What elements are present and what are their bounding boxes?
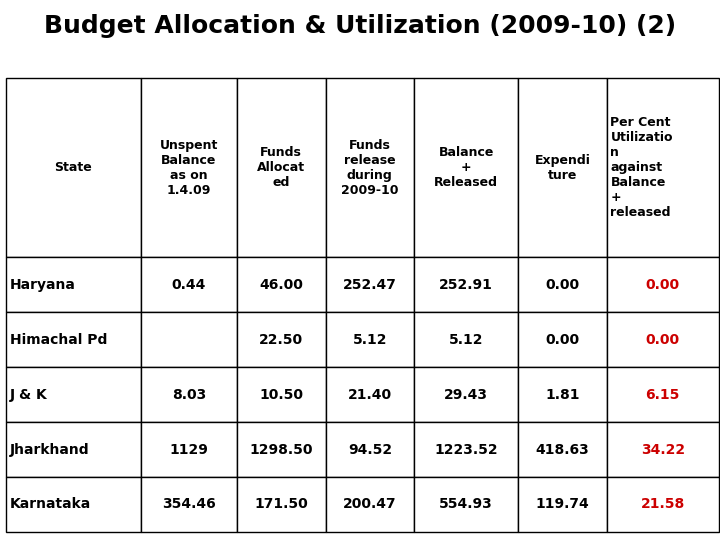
Text: 252.47: 252.47 [343,278,397,292]
Text: Funds
Allocat
ed: Funds Allocat ed [257,146,305,190]
Text: Karnataka: Karnataka [10,497,91,511]
Text: 1223.52: 1223.52 [434,443,498,457]
Text: 252.91: 252.91 [439,278,493,292]
Text: Expendi
ture: Expendi ture [534,154,590,182]
Text: 0.44: 0.44 [171,278,206,292]
Text: 5.12: 5.12 [353,333,387,347]
Text: 0.00: 0.00 [546,278,580,292]
Text: 6.15: 6.15 [646,388,680,402]
Text: 21.58: 21.58 [641,497,685,511]
Text: 10.50: 10.50 [259,388,303,402]
Text: 1129: 1129 [169,443,208,457]
Text: 5.12: 5.12 [449,333,483,347]
Text: Balance
+
Released: Balance + Released [434,146,498,190]
Text: 34.22: 34.22 [641,443,685,457]
Text: Funds
release
during
2009-10: Funds release during 2009-10 [341,139,399,197]
Text: Jharkhand: Jharkhand [10,443,90,457]
Text: Unspent
Balance
as on
1.4.09: Unspent Balance as on 1.4.09 [160,139,218,197]
Text: 94.52: 94.52 [348,443,392,457]
Text: 8.03: 8.03 [171,388,206,402]
Text: 0.00: 0.00 [646,278,680,292]
Text: 354.46: 354.46 [162,497,216,511]
Text: Himachal Pd: Himachal Pd [10,333,107,347]
Text: 1.81: 1.81 [545,388,580,402]
Text: 119.74: 119.74 [536,497,590,511]
Text: 1298.50: 1298.50 [250,443,313,457]
Text: 29.43: 29.43 [444,388,488,402]
Text: J & K: J & K [10,388,48,402]
Text: Haryana: Haryana [10,278,76,292]
Text: 418.63: 418.63 [536,443,590,457]
Text: Per Cent
Utilizatio
n
against
Balance
+
released: Per Cent Utilizatio n against Balance + … [611,117,673,219]
Text: 0.00: 0.00 [646,333,680,347]
Text: 21.40: 21.40 [348,388,392,402]
Text: 22.50: 22.50 [259,333,303,347]
Text: 0.00: 0.00 [546,333,580,347]
Text: 200.47: 200.47 [343,497,397,511]
Text: Budget Allocation & Utilization (2009-10) (2): Budget Allocation & Utilization (2009-10… [44,14,676,37]
Text: State: State [54,161,92,174]
Text: 46.00: 46.00 [259,278,303,292]
Text: 554.93: 554.93 [439,497,493,511]
Text: 171.50: 171.50 [254,497,308,511]
